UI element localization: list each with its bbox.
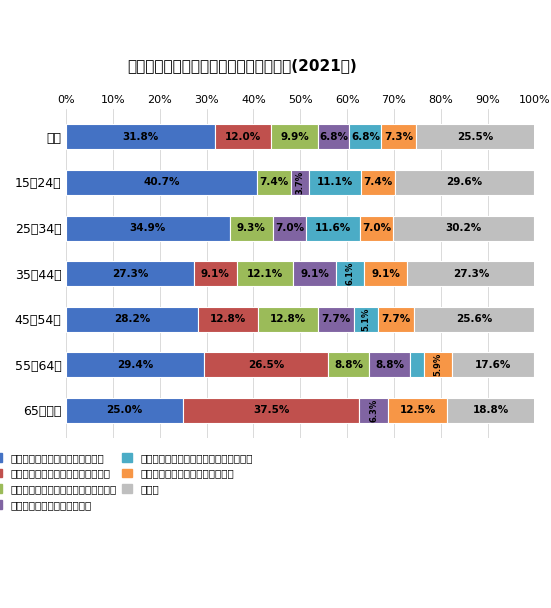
Bar — [410, 352, 424, 378]
Bar — [361, 170, 396, 195]
Bar — [336, 261, 364, 286]
Bar — [66, 170, 257, 195]
Bar — [204, 352, 328, 378]
Text: 9.1%: 9.1% — [300, 269, 329, 278]
Text: 7.0%: 7.0% — [275, 223, 304, 233]
Bar — [309, 170, 361, 195]
Bar — [359, 398, 388, 423]
Bar — [236, 261, 293, 286]
Text: 6.3%: 6.3% — [369, 399, 378, 422]
Text: 28.2%: 28.2% — [114, 314, 150, 324]
Text: 12.1%: 12.1% — [247, 269, 283, 278]
Text: 3.7%: 3.7% — [295, 171, 305, 194]
Bar — [452, 352, 534, 378]
Text: 6.8%: 6.8% — [319, 132, 348, 142]
Text: 7.4%: 7.4% — [260, 178, 289, 187]
Text: 7.0%: 7.0% — [362, 223, 391, 233]
Text: 29.6%: 29.6% — [447, 178, 483, 187]
Bar — [381, 125, 415, 150]
Text: 27.3%: 27.3% — [112, 269, 148, 278]
Text: 5.1%: 5.1% — [361, 308, 371, 331]
Bar — [306, 215, 360, 241]
Text: 18.8%: 18.8% — [473, 406, 509, 415]
Bar — [349, 125, 381, 150]
Bar — [230, 215, 273, 241]
Bar — [215, 125, 271, 150]
Text: 30.2%: 30.2% — [446, 223, 482, 233]
Bar — [364, 261, 407, 286]
Text: 12.8%: 12.8% — [270, 314, 306, 324]
Bar — [318, 306, 354, 332]
Text: 29.4%: 29.4% — [117, 360, 153, 370]
Text: 12.0%: 12.0% — [225, 132, 261, 142]
Text: 7.4%: 7.4% — [364, 178, 393, 187]
Bar — [415, 125, 535, 150]
Text: 27.3%: 27.3% — [453, 269, 489, 278]
Bar — [317, 125, 349, 150]
Bar — [378, 306, 414, 332]
Text: 完全失業者の仕事につけない理由別割合(2021年): 完全失業者の仕事につけない理由別割合(2021年) — [127, 58, 356, 74]
Text: 12.5%: 12.5% — [399, 406, 436, 415]
Bar — [396, 170, 534, 195]
Bar — [271, 125, 317, 150]
Text: 11.1%: 11.1% — [317, 178, 353, 187]
Bar — [66, 261, 194, 286]
Text: 31.8%: 31.8% — [122, 132, 159, 142]
Text: 25.6%: 25.6% — [456, 314, 492, 324]
Bar — [369, 352, 410, 378]
Text: 34.9%: 34.9% — [129, 223, 166, 233]
Legend: 希望する種類・内容の仕事が無い, 求人の年齢と自分の年齢が合わない, 勤務時間・休日などが希望と合わない, 賃金・給料が希望と合わない, 自分の技術や技能が求人: 希望する種類・内容の仕事が無い, 求人の年齢と自分の年齢が合わない, 勤務時間・… — [0, 453, 253, 510]
Bar — [328, 352, 369, 378]
Bar — [354, 306, 378, 332]
Text: 6.8%: 6.8% — [351, 132, 380, 142]
Bar — [414, 306, 534, 332]
Text: 40.7%: 40.7% — [143, 178, 180, 187]
Bar — [447, 398, 535, 423]
Text: 11.6%: 11.6% — [315, 223, 351, 233]
Bar — [273, 215, 306, 241]
Bar — [66, 306, 198, 332]
Bar — [66, 352, 204, 378]
Text: 8.8%: 8.8% — [334, 360, 363, 370]
Bar — [66, 398, 183, 423]
Text: 9.1%: 9.1% — [201, 269, 230, 278]
Bar — [291, 170, 309, 195]
Text: 6.1%: 6.1% — [345, 262, 355, 285]
Text: 9.9%: 9.9% — [280, 132, 309, 142]
Bar — [388, 398, 447, 423]
Text: 25.0%: 25.0% — [106, 406, 143, 415]
Text: 12.8%: 12.8% — [210, 314, 246, 324]
Text: 7.7%: 7.7% — [321, 314, 351, 324]
Text: 37.5%: 37.5% — [253, 406, 289, 415]
Text: 17.6%: 17.6% — [474, 360, 511, 370]
Bar — [293, 261, 336, 286]
Bar — [198, 306, 258, 332]
Bar — [258, 306, 318, 332]
Text: 8.8%: 8.8% — [375, 360, 404, 370]
Text: 7.7%: 7.7% — [381, 314, 410, 324]
Text: 5.9%: 5.9% — [433, 353, 442, 376]
Text: 9.3%: 9.3% — [237, 223, 266, 233]
Bar — [360, 215, 393, 241]
Text: 9.1%: 9.1% — [371, 269, 400, 278]
Text: 26.5%: 26.5% — [248, 360, 284, 370]
Bar — [183, 398, 359, 423]
Bar — [424, 352, 452, 378]
Bar — [66, 215, 230, 241]
Bar — [257, 170, 291, 195]
Bar — [407, 261, 535, 286]
Text: 25.5%: 25.5% — [457, 132, 493, 142]
Bar — [393, 215, 534, 241]
Text: 7.3%: 7.3% — [384, 132, 413, 142]
Bar — [194, 261, 236, 286]
Bar — [66, 125, 215, 150]
